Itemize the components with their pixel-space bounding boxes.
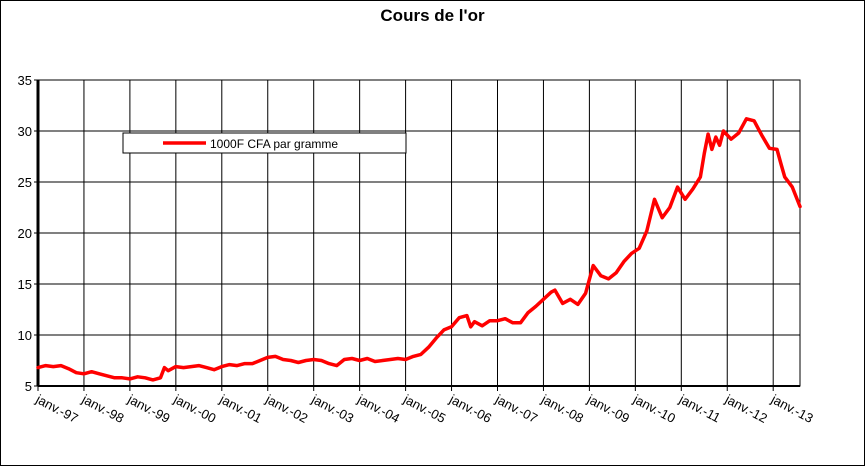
x-tick-label: janv.-12 (722, 391, 770, 426)
x-tick-label: janv.-02 (262, 391, 310, 426)
axes (34, 79, 801, 391)
series-group (36, 117, 802, 382)
x-tick-label: janv.-01 (217, 391, 265, 426)
x-tick-label: janv.-00 (171, 391, 219, 426)
x-tick-label: janv.-05 (400, 391, 448, 426)
x-tick-label: janv.-99 (125, 391, 173, 426)
x-tick-label: janv.-06 (446, 391, 494, 426)
x-tick-label: janv.-03 (308, 391, 356, 426)
x-tick-label: janv.-11 (676, 391, 723, 426)
legend-label: 1000F CFA par gramme (210, 137, 338, 151)
y-tick-labels: 5 10 15 20 25 30 35 (18, 73, 32, 394)
grid-lines (38, 79, 800, 386)
x-tick-label: janv.-10 (630, 391, 678, 426)
x-tick-label: janv.-98 (79, 391, 127, 426)
y-tick-label: 20 (18, 226, 32, 241)
y-tick-label: 30 (18, 124, 32, 139)
x-tick-label: janv.-97 (33, 391, 81, 426)
legend: 1000F CFA par gramme (122, 132, 407, 154)
x-tick-label: janv.-09 (584, 391, 632, 426)
x-tick-label: janv.-13 (768, 391, 816, 426)
series-line (36, 117, 802, 382)
legend-box (122, 132, 407, 154)
x-tick-label: janv.-04 (354, 391, 402, 426)
x-tick-label: janv.-08 (538, 391, 586, 426)
chart-title: Cours de l'or (380, 6, 485, 25)
y-tick-label: 5 (25, 379, 32, 394)
x-tick-label: janv.-07 (492, 391, 540, 426)
y-tick-label: 35 (18, 73, 32, 88)
y-tick-label: 15 (18, 277, 32, 292)
x-tick-labels: janv.-97janv.-98janv.-99janv.-00janv.-01… (33, 391, 816, 426)
y-tick-label: 25 (18, 175, 32, 190)
y-tick-label: 10 (18, 328, 32, 343)
